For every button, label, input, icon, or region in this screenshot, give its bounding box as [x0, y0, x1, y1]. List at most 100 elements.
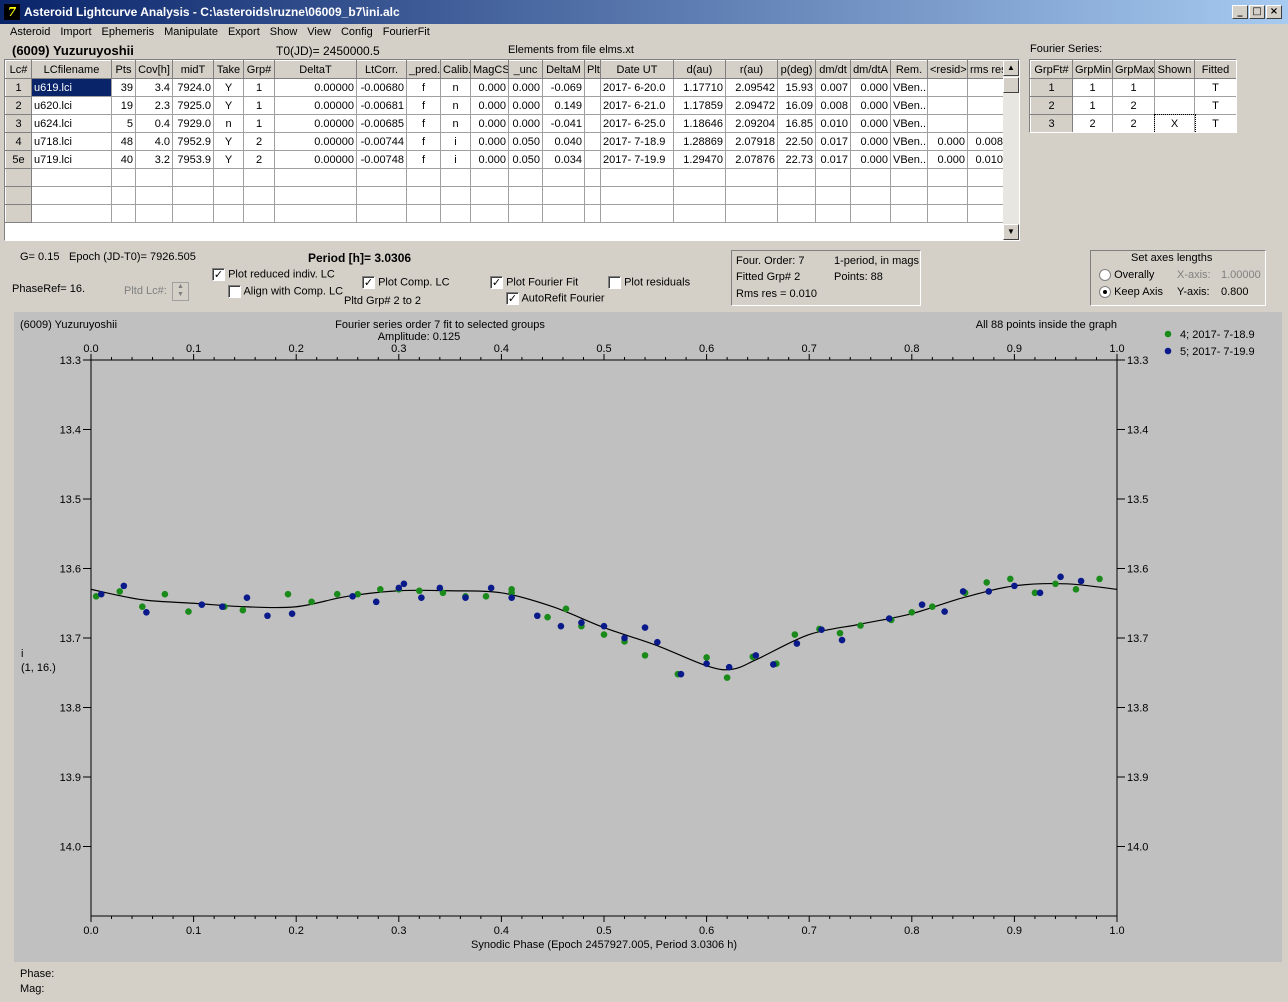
row-header[interactable]: 1 — [5, 78, 32, 97]
table-row[interactable]: 4 u718.lci 48 4.0 7952.9 Y 2 0.00000 -0.00744 f i 0… — [5, 132, 1006, 151]
table-cell[interactable]: 0.000 — [470, 150, 509, 169]
table-cell[interactable] — [111, 168, 136, 187]
table-cell[interactable]: 1.17859 — [673, 96, 726, 115]
plot-comp-checkbox[interactable]: ✓ Plot Comp. LC — [362, 276, 450, 289]
row-header[interactable]: 4 — [5, 132, 32, 151]
table-cell[interactable]: VBen.. — [890, 114, 928, 133]
table-cell[interactable]: 3.2 — [135, 150, 173, 169]
table-cell[interactable]: 0.000 — [927, 150, 968, 169]
table-cell[interactable]: n — [440, 96, 471, 115]
table-cell[interactable] — [673, 186, 726, 205]
menu-config[interactable]: Config — [340, 26, 373, 38]
table-cell[interactable] — [440, 168, 471, 187]
table-cell[interactable]: 0.000 — [850, 150, 891, 169]
table-cell[interactable]: 0.050 — [508, 132, 543, 151]
lc-col-header[interactable]: rms res — [967, 60, 1006, 79]
table-cell[interactable]: u719.lci — [31, 150, 112, 169]
table-cell[interactable]: VBen.. — [890, 78, 928, 97]
table-cell[interactable]: 2017- 6-21.0 — [600, 96, 674, 115]
table-cell[interactable] — [927, 96, 968, 115]
table-cell[interactable]: 2.07876 — [725, 150, 778, 169]
table-cell[interactable] — [673, 204, 726, 223]
table-cell[interactable]: -0.00680 — [356, 78, 407, 97]
table-cell[interactable]: -0.00744 — [356, 132, 407, 151]
table-cell[interactable] — [584, 150, 601, 169]
table-cell[interactable] — [815, 168, 851, 187]
plot-fourier-checkbox[interactable]: ✓ Plot Fourier Fit — [490, 276, 579, 289]
table-cell[interactable]: 0.000 — [850, 78, 891, 97]
table-cell[interactable]: 1 — [243, 114, 275, 133]
fourier-cell[interactable]: T — [1194, 114, 1236, 132]
table-cell[interactable]: -0.00681 — [356, 96, 407, 115]
autorefit-checkbox[interactable]: ✓ AutoRefit Fourier — [506, 292, 605, 305]
table-cell[interactable]: 0.017 — [815, 132, 851, 151]
lc-col-header[interactable]: p(deg) — [777, 60, 816, 79]
table-cell[interactable]: f — [406, 132, 441, 151]
table-cell[interactable]: 0.00000 — [274, 114, 357, 133]
y-axis-field[interactable]: 0.800 — [1221, 286, 1249, 298]
table-cell[interactable] — [927, 186, 968, 205]
table-cell[interactable]: f — [406, 96, 441, 115]
fourier-cell[interactable]: 2 — [1072, 114, 1113, 132]
menu-import[interactable]: Import — [60, 26, 92, 38]
table-cell[interactable] — [967, 114, 1006, 133]
table-cell[interactable] — [172, 204, 214, 223]
lc-col-header[interactable]: _unc — [508, 60, 543, 79]
table-cell[interactable] — [725, 186, 778, 205]
lc-col-header[interactable]: d(au) — [673, 60, 726, 79]
table-cell[interactable] — [584, 186, 601, 205]
keep-axis-radio[interactable]: Keep Axis — [1099, 286, 1163, 299]
lc-col-header[interactable]: Grp# — [243, 60, 275, 79]
table-cell[interactable]: 19 — [111, 96, 136, 115]
scroll-down-icon[interactable]: ▼ — [1003, 224, 1019, 240]
table-row[interactable] — [5, 186, 1006, 205]
table-cell[interactable] — [243, 186, 275, 205]
table-cell[interactable]: f — [406, 150, 441, 169]
table-cell[interactable] — [584, 168, 601, 187]
table-cell[interactable] — [356, 204, 407, 223]
table-cell[interactable]: 0.040 — [542, 132, 585, 151]
table-cell[interactable] — [440, 186, 471, 205]
table-cell[interactable] — [927, 168, 968, 187]
table-row[interactable] — [5, 204, 1006, 223]
table-cell[interactable] — [542, 168, 585, 187]
table-cell[interactable]: 2017- 6-25.0 — [600, 114, 674, 133]
table-row[interactable] — [5, 168, 1006, 187]
lc-col-header[interactable]: midT — [172, 60, 214, 79]
table-cell[interactable]: 22.73 — [777, 150, 816, 169]
table-cell[interactable] — [777, 168, 816, 187]
table-cell[interactable]: 0.149 — [542, 96, 585, 115]
row-header[interactable] — [5, 168, 32, 187]
table-cell[interactable] — [777, 204, 816, 223]
table-cell[interactable]: 40 — [111, 150, 136, 169]
table-cell[interactable]: u620.lci — [31, 96, 112, 115]
row-header[interactable]: 2 — [5, 96, 32, 115]
fourier-cell[interactable]: 1 — [1072, 78, 1113, 97]
table-cell[interactable] — [777, 186, 816, 205]
table-cell[interactable] — [967, 186, 1006, 205]
table-cell[interactable]: 0.000 — [927, 132, 968, 151]
fourier-cell[interactable]: 2 — [1030, 96, 1073, 115]
table-cell[interactable]: f — [406, 114, 441, 133]
table-cell[interactable] — [470, 204, 509, 223]
table-cell[interactable]: 22.50 — [777, 132, 816, 151]
table-cell[interactable]: 0.000 — [470, 96, 509, 115]
table-cell[interactable] — [274, 186, 357, 205]
table-cell[interactable]: 48 — [111, 132, 136, 151]
fourier-cell[interactable]: 3 — [1030, 114, 1073, 132]
table-cell[interactable] — [356, 186, 407, 205]
menu-asteroid[interactable]: Asteroid — [10, 26, 51, 38]
scroll-thumb[interactable] — [1003, 77, 1019, 93]
lc-table-scrollbar[interactable]: ▲ ▼ — [1003, 60, 1019, 240]
table-cell[interactable] — [111, 204, 136, 223]
table-cell[interactable] — [508, 204, 543, 223]
table-cell[interactable] — [172, 186, 214, 205]
table-cell[interactable]: 0.010 — [967, 150, 1006, 169]
overally-radio[interactable]: Overally — [1099, 269, 1154, 282]
table-cell[interactable]: 0.007 — [815, 78, 851, 97]
table-cell[interactable]: 0.008 — [967, 132, 1006, 151]
lc-col-header[interactable]: r(au) — [725, 60, 778, 79]
table-cell[interactable]: 7924.0 — [172, 78, 214, 97]
table-cell[interactable]: 2017- 7-18.9 — [600, 132, 674, 151]
